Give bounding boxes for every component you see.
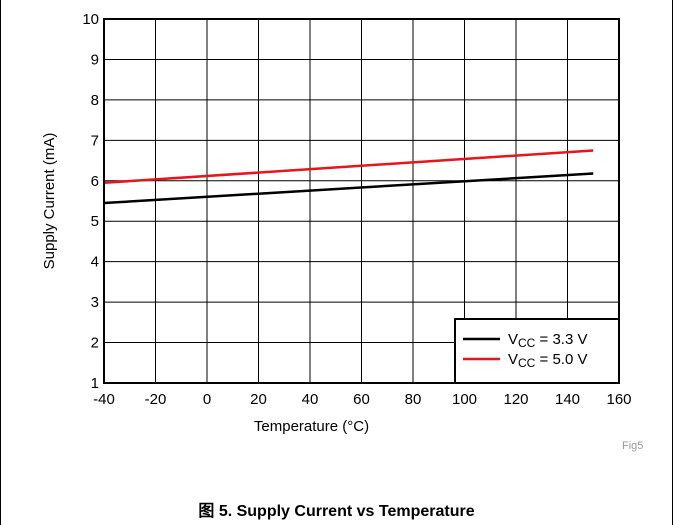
y-axis-title: Supply Current (mA) [41,133,58,270]
plot-area-border [103,18,620,384]
x-tick-label: 100 [452,391,477,408]
y-tick-label: 7 [91,132,99,149]
y-tick-label: 3 [91,294,99,311]
x-tick-label: 80 [405,391,422,408]
figure-tag: Fig5 [622,440,643,452]
frame-left-border [0,0,1,525]
y-tick-label: 2 [91,335,99,352]
x-tick-label: 140 [555,391,580,408]
x-tick-label: 40 [302,391,319,408]
y-tick-label: 8 [91,92,99,109]
y-tick-labels: 1 2 3 4 5 6 7 8 9 10 [82,11,99,392]
series-line [103,149,594,185]
y-tick-label: 9 [91,51,99,68]
figure-caption: 图 5. Supply Current vs Temperature [198,503,475,520]
x-tick-label: 120 [503,391,528,408]
legend-box [454,318,620,384]
series-line [103,172,594,205]
x-tick-label: -40 [93,391,115,408]
x-tick-label: 60 [353,391,370,408]
x-tick-label: 160 [606,391,631,408]
series-lines [103,149,594,205]
x-axis-title: Temperature (°C) [254,418,369,435]
x-tick-label: 20 [250,391,267,408]
y-tick-label: 10 [82,11,99,28]
y-tick-label: 1 [91,375,99,392]
x-tick-label: -20 [145,391,167,408]
x-tick-label: 0 [203,391,211,408]
y-tick-label: 4 [91,254,99,271]
x-tick-labels: -40 -20 0 20 40 60 80 100 120 140 160 [93,391,631,408]
legend-label: VCC = 5.0 V [508,351,587,370]
legend-label: VCC = 3.3 V [508,331,587,350]
y-tick-label: 5 [91,213,99,230]
y-tick-label: 6 [91,173,99,190]
